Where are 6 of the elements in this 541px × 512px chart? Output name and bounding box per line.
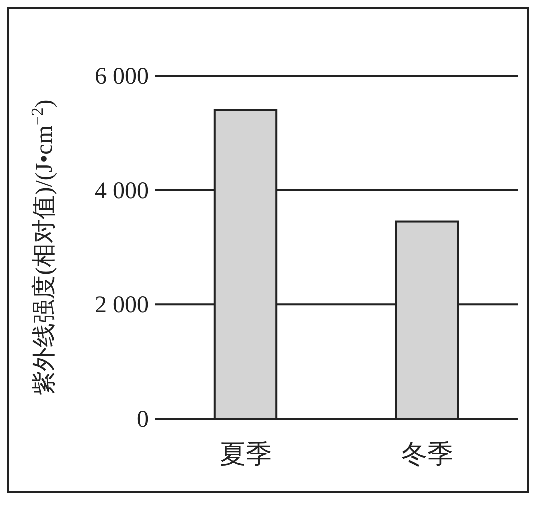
y-tick-label: 2 000 <box>95 292 149 319</box>
y-tick-label: 6 000 <box>95 64 149 90</box>
x-tick-label: 冬季 <box>401 440 454 469</box>
y-tick-label: 0 <box>137 407 149 433</box>
x-tick-label: 夏季 <box>220 440 272 469</box>
y-tick-label: 4 000 <box>95 178 149 204</box>
